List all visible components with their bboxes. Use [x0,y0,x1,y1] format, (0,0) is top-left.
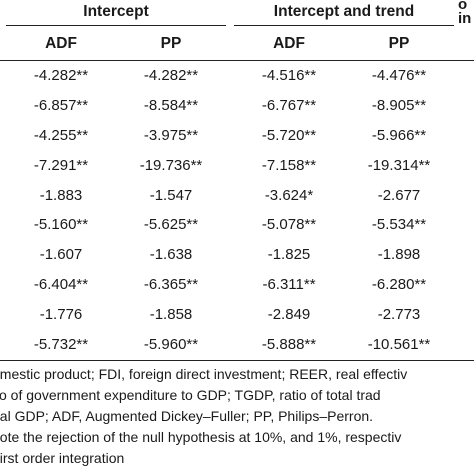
table-cell: -6.404** [33,276,89,294]
table-row: -4.255** -3.975** -5.720** -5.966** [0,121,474,151]
group-underline-trend [234,25,454,26]
group-header-cut-off: o in [458,0,472,27]
table-cell: -5.960** [143,336,199,354]
column-header-adf-trend: ADF [273,35,305,52]
table-cell: -6.767** [261,96,317,114]
table-cell: -1.547 [149,186,193,204]
table-bottom-rule [0,360,474,361]
table-body: -4.282** -4.282** -4.516** -4.476** -6.8… [0,61,474,360]
table-cell: -1.898 [377,246,421,264]
table-cell: -1.883 [39,186,83,204]
table-cell: -8.584** [143,96,199,114]
table-cell: -4.282** [33,67,89,84]
header-rule [0,60,474,61]
table-cell: -7.291** [33,156,89,174]
table-cell: -1.858 [149,306,193,324]
table-row: -6.857** -8.584** -6.767** -8.905** [0,91,474,121]
table-cell: -4.282** [143,67,199,84]
table-row: -6.404** -6.365** -6.311** -6.280** [0,270,474,300]
table-cell: -10.561** [367,336,431,354]
table-row: -1.883 -1.547 -3.624* -2.677 [0,181,474,211]
footnote-line: omestic product; FDI, foreign direct inv… [0,366,408,382]
footnote-line: first order integration [0,450,125,466]
table-cell: -4.476** [371,67,427,84]
table-row: -5.732** -5.960** -5.888** -10.561** [0,330,474,360]
group-header-intercept: Intercept [83,3,149,20]
table-cell: -1.776 [39,306,83,324]
table-cell: -5.732** [33,336,89,354]
group-header-intercept-and-trend: Intercept and trend [273,3,415,20]
table-cell: -6.311** [262,276,316,294]
table-cell: -1.638 [149,246,193,264]
table-cell: -1.825 [267,246,311,264]
footnote-line: eal GDP; ADF, Augmented Dickey–Fuller; P… [0,408,374,424]
table-cell: -4.255** [33,126,89,144]
column-header-pp-intercept: PP [160,35,182,52]
table-footnotes: omestic product; FDI, foreign direct inv… [0,364,474,469]
table-row: -5.160** -5.625** -5.078** -5.534** [0,210,474,240]
table-row: -7.291** -19.736** -7.158** -19.314** [0,151,474,181]
table-cell: -5.160** [33,216,89,234]
table-cell: -8.905** [371,96,427,114]
table-cell: -5.720** [261,126,317,144]
table-cell: -5.078** [261,216,317,234]
table-cell: -6.365** [143,276,199,294]
table-cell: -3.624* [264,186,314,204]
table-cell: -5.534** [371,216,427,234]
table-cell: -2.677 [377,186,421,204]
group-underline-intercept [6,25,226,26]
footnote-line: tio of government expenditure to GDP; TG… [0,387,381,403]
table-row: -1.776 -1.858 -2.849 -2.773 [0,300,474,330]
column-header-adf-intercept: ADF [45,35,77,52]
table-row: -1.607 -1.638 -1.825 -1.898 [0,240,474,270]
table-cell: -5.966** [371,126,427,144]
table-cell: -6.857** [33,96,89,114]
footnote-line: note the rejection of the null hypothesi… [0,429,402,445]
table-cell: -1.607 [39,246,83,264]
table-cell: -2.773 [377,306,421,324]
table-cell: -7.158** [261,156,317,174]
table-cell: -5.625** [143,216,199,234]
table-row: -4.282** -4.282** -4.516** -4.476** [0,61,474,91]
table-cell: -5.888** [261,336,317,354]
column-header-pp-trend: PP [388,35,410,52]
table-cell: -6.280** [371,276,427,294]
table-cell: -4.516** [261,67,317,84]
table-cell: -3.975** [143,126,199,144]
table-cell: -19.736** [139,156,203,174]
table-cell: -19.314** [367,156,431,174]
table-cell: -2.849 [267,306,311,324]
